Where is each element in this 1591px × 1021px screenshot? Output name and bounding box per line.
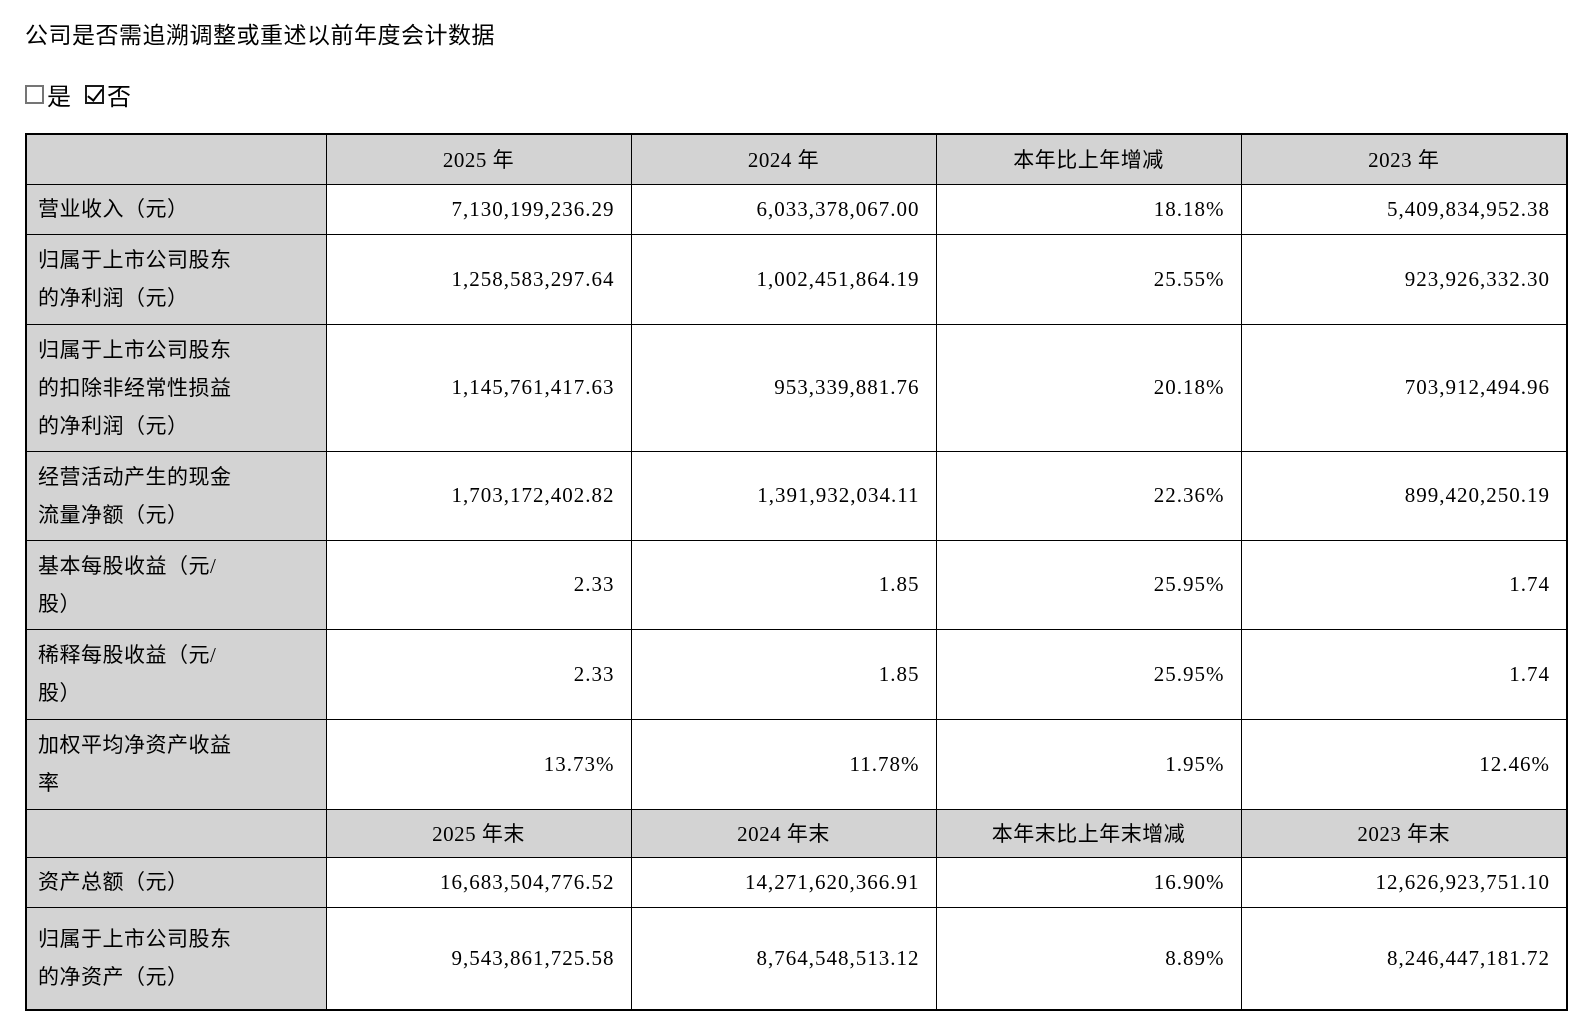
value-change-cell: 18.18% — [935, 183, 1242, 235]
value-2024-cell: 1,002,451,864.19 — [630, 233, 937, 325]
value-2024-cell: 8,764,548,513.12 — [630, 906, 937, 1011]
header-yoy-change: 本年比上年增减 — [935, 133, 1242, 185]
value-change-cell: 8.89% — [935, 906, 1242, 1011]
metric-label-cell: 经营活动产生的现金 流量净额（元） — [25, 450, 327, 541]
value-change-cell: 16.90% — [935, 856, 1242, 908]
value-2023-cell: 1.74 — [1240, 539, 1568, 630]
table-row-net-profit: 归属于上市公司股东 的净利润（元） 1,258,583,297.64 1,002… — [25, 233, 1568, 325]
header-2024-end: 2024 年末 — [630, 808, 937, 858]
value-2023-cell: 899,420,250.19 — [1240, 450, 1568, 541]
value-2025-cell: 1,145,761,417.63 — [325, 323, 632, 452]
value-change-cell: 20.18% — [935, 323, 1242, 452]
metric-label-cell: 加权平均净资产收益 率 — [25, 718, 327, 810]
value-change-cell: 22.36% — [935, 450, 1242, 541]
header-year-end-change: 本年末比上年末增减 — [935, 808, 1242, 858]
table-row-deducted-net-profit: 归属于上市公司股东 的扣除非经常性损益 的净利润（元） 1,145,761,41… — [25, 323, 1568, 452]
value-2025-cell: 1,258,583,297.64 — [325, 233, 632, 325]
section-question-title: 公司是否需追溯调整或重述以前年度会计数据 — [25, 23, 495, 48]
header-empty-cell — [25, 133, 327, 185]
yes-option-label: 是 — [47, 85, 71, 111]
metric-label-cell: 归属于上市公司股东 的扣除非经常性损益 的净利润（元） — [25, 323, 327, 452]
checkbox-unchecked-icon — [25, 85, 44, 104]
no-option-label: 否 — [107, 85, 131, 111]
value-change-cell: 1.95% — [935, 718, 1242, 810]
value-2023-cell: 923,926,332.30 — [1240, 233, 1568, 325]
annual-header-row: 2025 年 2024 年 本年比上年增减 2023 年 — [25, 133, 1568, 185]
value-2024-cell: 1.85 — [630, 539, 937, 630]
table-row-diluted-eps: 稀释每股收益（元/ 股） 2.33 1.85 25.95% 1.74 — [25, 628, 1568, 720]
table-row-operating-cash-flow: 经营活动产生的现金 流量净额（元） 1,703,172,402.82 1,391… — [25, 450, 1568, 541]
header-2025-end: 2025 年末 — [325, 808, 632, 858]
value-2025-cell: 2.33 — [325, 628, 632, 720]
metric-label-cell: 营业收入（元） — [25, 183, 327, 235]
value-change-cell: 25.55% — [935, 233, 1242, 325]
value-2024-cell: 1,391,932,034.11 — [630, 450, 937, 541]
year-end-header-row: 2025 年末 2024 年末 本年末比上年末增减 2023 年末 — [25, 808, 1568, 858]
value-2025-cell: 13.73% — [325, 718, 632, 810]
financial-summary-table: 2025 年 2024 年 本年比上年增减 2023 年 营业收入（元） 7,1… — [25, 133, 1568, 1011]
value-2025-cell: 9,543,861,725.58 — [325, 906, 632, 1011]
value-2023-cell: 8,246,447,181.72 — [1240, 906, 1568, 1011]
header-2024: 2024 年 — [630, 133, 937, 185]
metric-label-cell: 资产总额（元） — [25, 856, 327, 908]
value-2024-cell: 953,339,881.76 — [630, 323, 937, 452]
metric-label-cell: 稀释每股收益（元/ 股） — [25, 628, 327, 720]
value-2024-cell: 14,271,620,366.91 — [630, 856, 937, 908]
metric-label-cell: 归属于上市公司股东 的净资产（元） — [25, 906, 327, 1011]
value-2023-cell: 5,409,834,952.38 — [1240, 183, 1568, 235]
value-2025-cell: 7,130,199,236.29 — [325, 183, 632, 235]
value-2025-cell: 1,703,172,402.82 — [325, 450, 632, 541]
no-option: 否 — [85, 77, 131, 112]
header-empty-cell — [25, 808, 327, 858]
value-2023-cell: 12.46% — [1240, 718, 1568, 810]
table-row-weighted-avg-roe: 加权平均净资产收益 率 13.73% 11.78% 1.95% 12.46% — [25, 718, 1568, 810]
value-2023-cell: 703,912,494.96 — [1240, 323, 1568, 452]
metric-label-cell: 归属于上市公司股东 的净利润（元） — [25, 233, 327, 325]
value-change-cell: 25.95% — [935, 539, 1242, 630]
metric-label-cell: 基本每股收益（元/ 股） — [25, 539, 327, 630]
value-2023-cell: 1.74 — [1240, 628, 1568, 720]
table-row-net-assets: 归属于上市公司股东 的净资产（元） 9,543,861,725.58 8,764… — [25, 906, 1568, 1011]
header-2023-end: 2023 年末 — [1240, 808, 1568, 858]
checkbox-checked-icon — [85, 85, 104, 104]
yes-option: 是 — [25, 77, 71, 112]
value-change-cell: 25.95% — [935, 628, 1242, 720]
table-row-basic-eps: 基本每股收益（元/ 股） 2.33 1.85 25.95% 1.74 — [25, 539, 1568, 630]
header-2025: 2025 年 — [325, 133, 632, 185]
value-2025-cell: 16,683,504,776.52 — [325, 856, 632, 908]
value-2023-cell: 12,626,923,751.10 — [1240, 856, 1568, 908]
table-row-total-assets: 资产总额（元） 16,683,504,776.52 14,271,620,366… — [25, 856, 1568, 908]
value-2025-cell: 2.33 — [325, 539, 632, 630]
yes-no-checkbox-line: 是 否 — [25, 77, 1566, 112]
value-2024-cell: 11.78% — [630, 718, 937, 810]
value-2024-cell: 6,033,378,067.00 — [630, 183, 937, 235]
value-2024-cell: 1.85 — [630, 628, 937, 720]
header-2023: 2023 年 — [1240, 133, 1568, 185]
table-row-revenue: 营业收入（元） 7,130,199,236.29 6,033,378,067.0… — [25, 183, 1568, 235]
